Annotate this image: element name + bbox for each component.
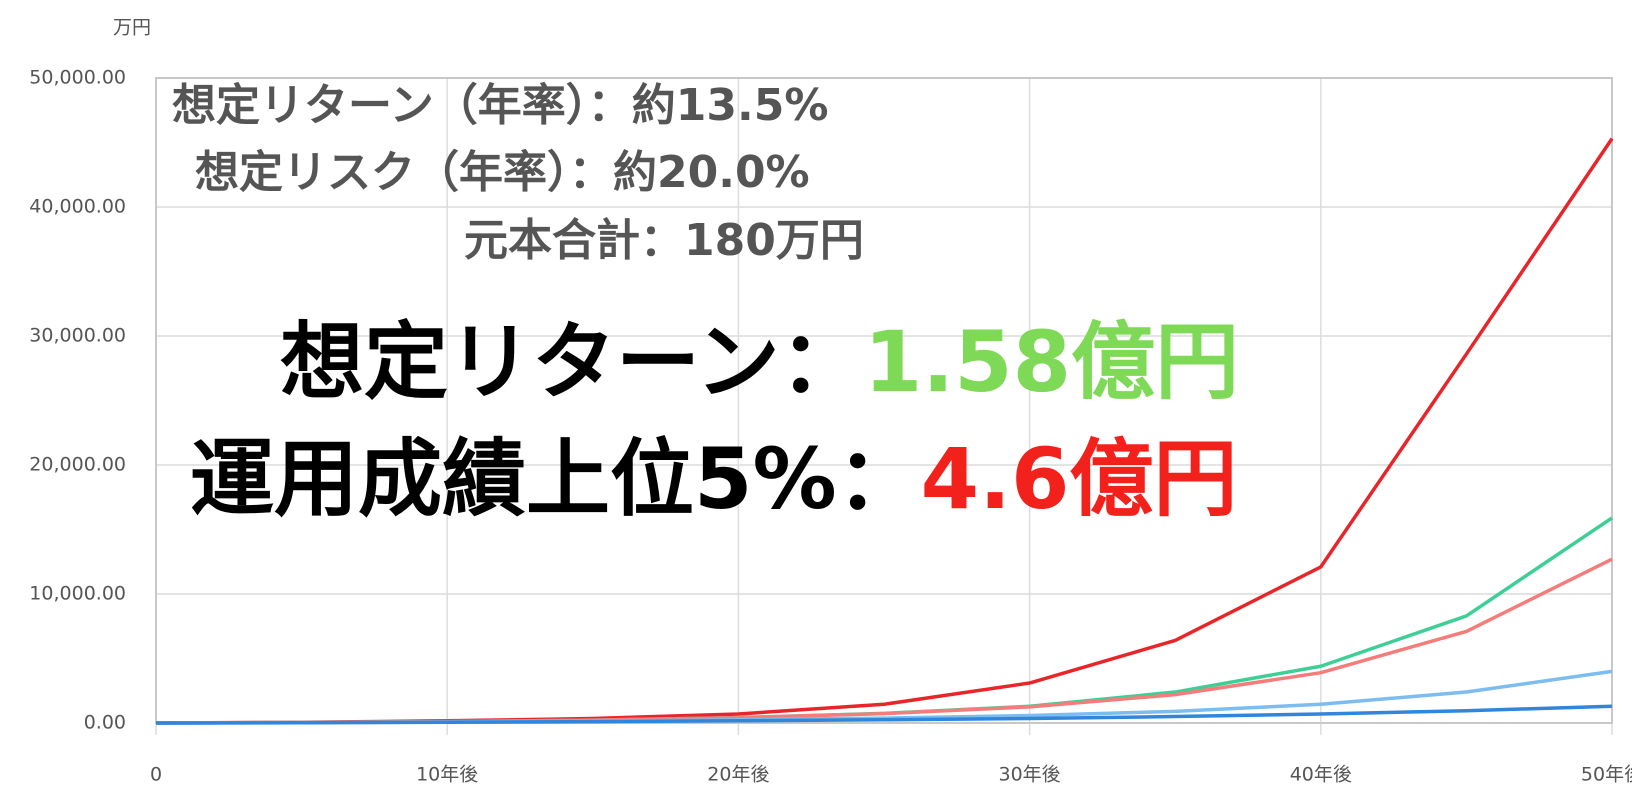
x-tick-label: 40年後 (1290, 764, 1352, 786)
annotation: 元本合計：180万円 (464, 215, 864, 266)
plot-frame (155, 77, 1613, 724)
annotation-part: 想定リターン： (280, 313, 864, 411)
annotation-part: 運用成績上位5%： (190, 430, 921, 528)
y-tick-label: 0.00 (84, 712, 126, 734)
y-tick-label: 50,000.00 (29, 67, 126, 89)
annotation: 想定リスク（年率）：約20.0% (195, 147, 810, 198)
y-unit: 万円 (113, 17, 151, 39)
x-tick-label: 20年後 (707, 764, 769, 786)
x-tick-label: 10年後 (416, 764, 478, 786)
annotation: 想定リターン（年率）：約13.5% (172, 80, 828, 131)
y-tick-label: 30,000.00 (29, 325, 126, 347)
series-line (155, 516, 1613, 725)
annotation: 想定リターン：1.58億円 (280, 313, 1239, 411)
annotation: 運用成績上位5%：4.6億円 (190, 430, 1237, 528)
y-tick-label: 20,000.00 (29, 454, 126, 476)
x-tick-label: 50年後 (1581, 764, 1632, 786)
y-tick-label: 40,000.00 (29, 196, 126, 218)
annotation-part: 4.6億円 (921, 430, 1238, 528)
annotation-part: 1.58億円 (864, 313, 1239, 411)
x-tick-label: 0 (150, 764, 162, 786)
x-tick-label: 30年後 (999, 764, 1061, 786)
y-tick-label: 10,000.00 (29, 583, 126, 605)
series-line (155, 704, 1613, 725)
